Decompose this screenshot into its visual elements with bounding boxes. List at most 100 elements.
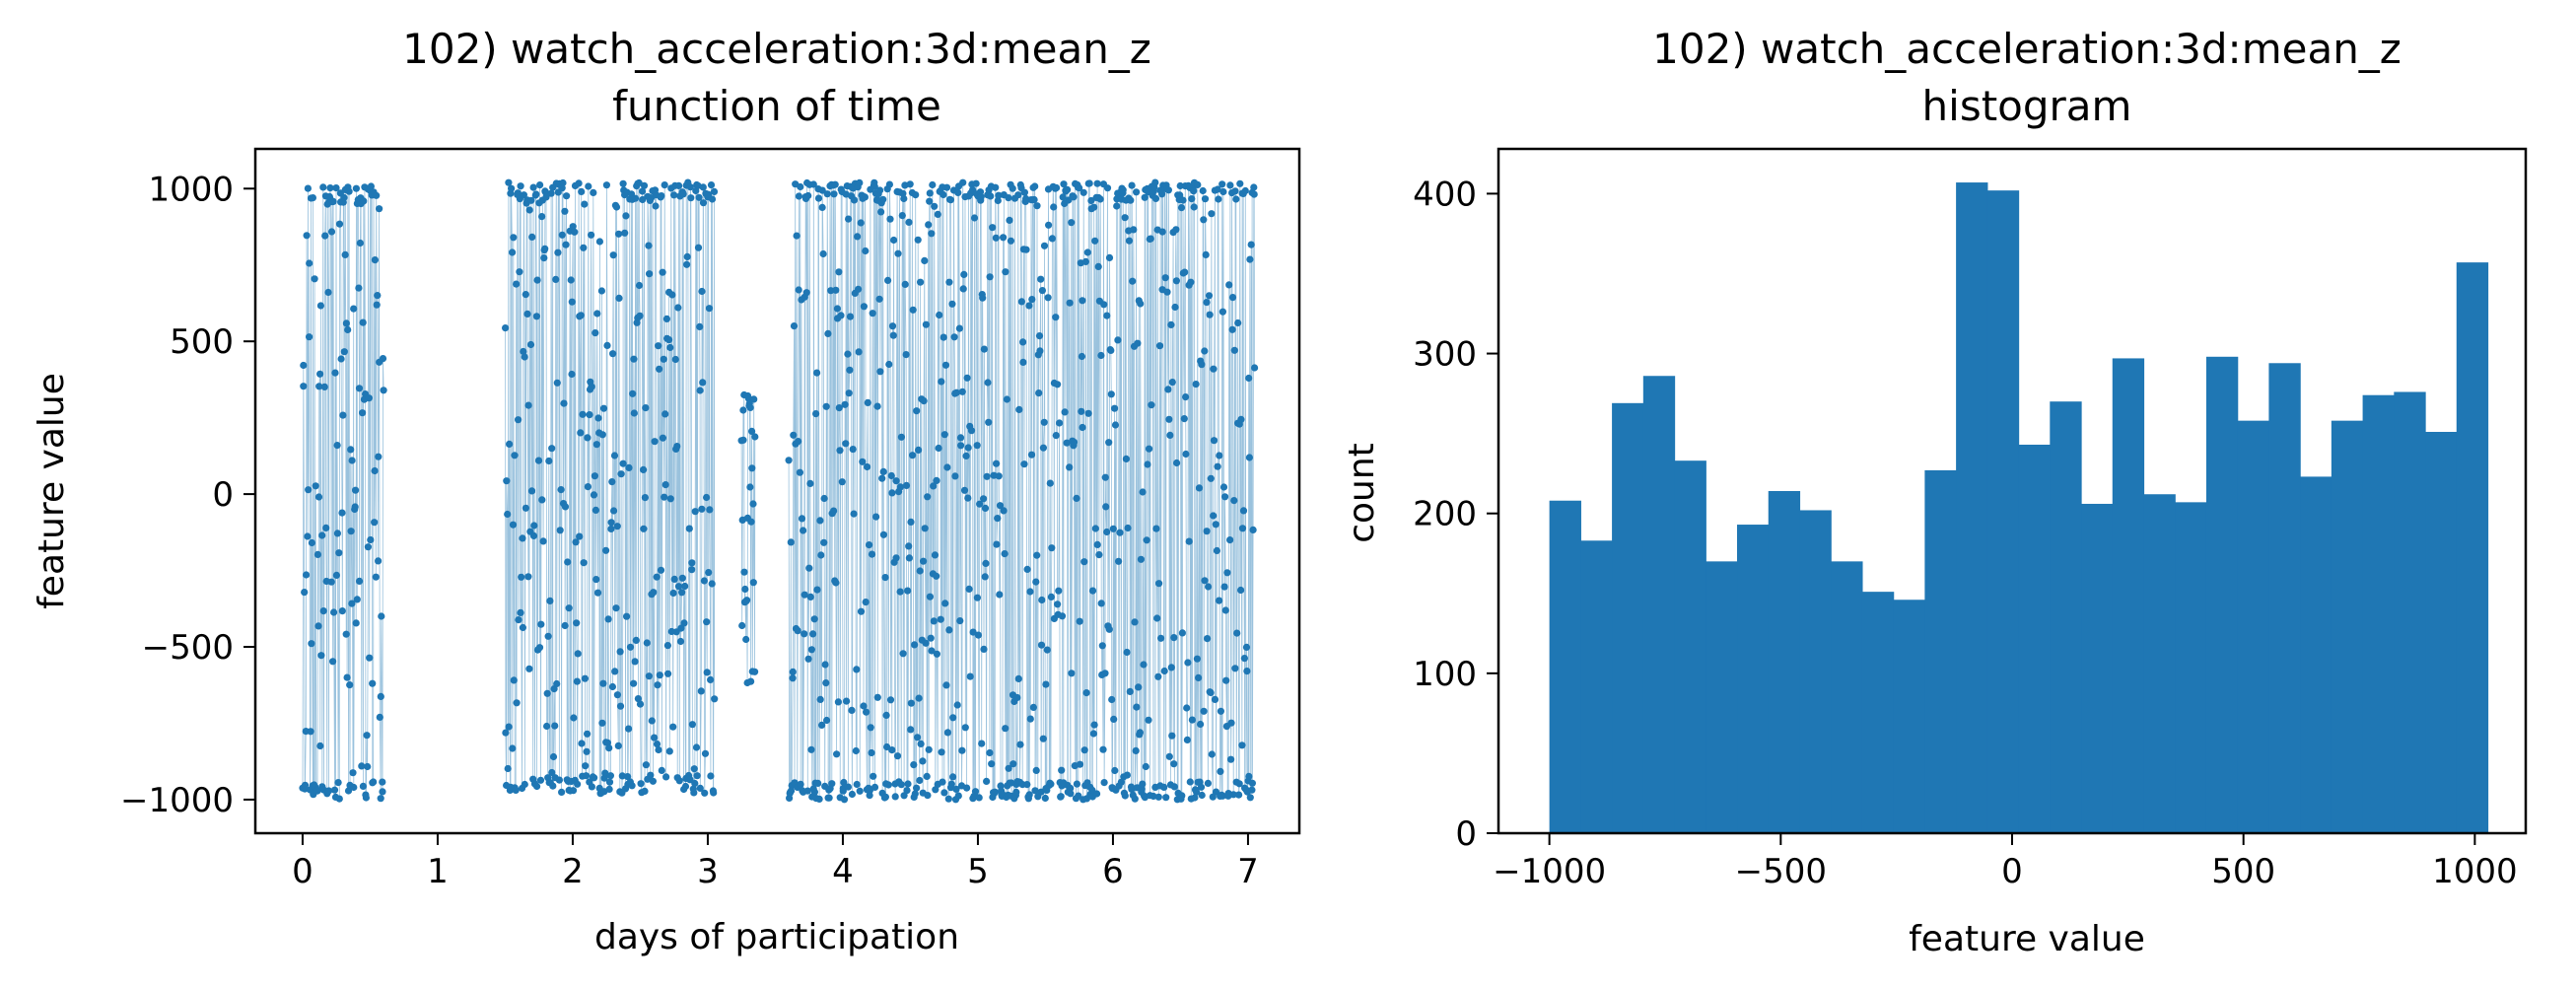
data-point bbox=[567, 276, 575, 284]
data-point bbox=[1057, 793, 1065, 801]
data-point bbox=[592, 506, 600, 515]
data-point bbox=[513, 699, 521, 707]
data-point bbox=[509, 521, 518, 529]
data-point bbox=[835, 404, 843, 412]
data-point bbox=[556, 527, 564, 534]
data-point bbox=[549, 782, 557, 790]
data-point bbox=[1079, 423, 1086, 432]
data-point bbox=[834, 698, 843, 706]
data-point bbox=[605, 785, 613, 794]
data-point bbox=[332, 571, 340, 580]
data-point bbox=[640, 525, 648, 532]
data-point bbox=[618, 772, 626, 780]
histogram-bar bbox=[2112, 358, 2145, 833]
data-point bbox=[797, 780, 804, 789]
x-tick-label: 0 bbox=[2001, 852, 2023, 891]
data-point bbox=[630, 679, 638, 687]
data-point bbox=[1076, 760, 1084, 768]
data-point bbox=[1216, 452, 1223, 459]
data-point bbox=[881, 793, 890, 801]
data-point bbox=[1076, 617, 1083, 625]
data-point bbox=[373, 191, 381, 199]
data-point bbox=[1235, 791, 1243, 799]
data-point bbox=[1103, 312, 1111, 319]
data-point bbox=[857, 219, 865, 227]
data-point bbox=[353, 596, 361, 603]
data-point bbox=[631, 194, 640, 202]
data-point bbox=[352, 184, 360, 192]
histogram-bar bbox=[2175, 502, 2207, 833]
data-point bbox=[1154, 793, 1162, 801]
y-tick-label: −1000 bbox=[120, 781, 234, 820]
data-point bbox=[1201, 347, 1209, 355]
data-point bbox=[1097, 600, 1105, 607]
data-point bbox=[1121, 792, 1129, 800]
histogram-bar bbox=[2300, 476, 2332, 833]
data-point bbox=[905, 554, 914, 562]
data-point bbox=[912, 191, 920, 199]
data-point bbox=[670, 575, 678, 584]
data-point bbox=[1105, 625, 1113, 633]
data-point bbox=[339, 411, 347, 419]
data-point bbox=[327, 578, 335, 586]
data-point bbox=[671, 355, 679, 364]
data-point bbox=[855, 285, 863, 293]
data-point bbox=[504, 764, 512, 773]
data-point bbox=[529, 183, 537, 191]
data-point bbox=[926, 593, 935, 600]
histogram-bar bbox=[1924, 469, 1957, 833]
data-point bbox=[329, 197, 337, 205]
data-point bbox=[892, 477, 900, 485]
data-point bbox=[964, 494, 972, 502]
data-point bbox=[703, 669, 711, 676]
data-point bbox=[944, 795, 952, 803]
data-point bbox=[889, 331, 897, 339]
data-point bbox=[1085, 179, 1093, 187]
data-point bbox=[831, 180, 839, 188]
data-point bbox=[683, 260, 691, 268]
data-point bbox=[1223, 569, 1231, 577]
data-point bbox=[311, 275, 318, 283]
data-point bbox=[1198, 361, 1206, 369]
data-point bbox=[748, 427, 756, 435]
data-point bbox=[1212, 521, 1219, 529]
data-point bbox=[1067, 784, 1075, 793]
data-point bbox=[885, 180, 894, 188]
data-point bbox=[708, 195, 717, 203]
data-point bbox=[518, 573, 525, 581]
data-point bbox=[572, 538, 580, 546]
data-point bbox=[864, 462, 871, 471]
data-point bbox=[1231, 665, 1239, 672]
data-point bbox=[301, 589, 309, 597]
data-point bbox=[1247, 241, 1255, 248]
data-point bbox=[549, 752, 558, 761]
data-point bbox=[879, 467, 887, 475]
data-point bbox=[927, 634, 935, 642]
data-point bbox=[989, 224, 997, 232]
data-point bbox=[703, 493, 711, 502]
x-tick-label: 1000 bbox=[2432, 852, 2518, 891]
data-point bbox=[517, 608, 524, 617]
data-point bbox=[933, 572, 940, 580]
data-point bbox=[1161, 274, 1169, 282]
data-point bbox=[1151, 194, 1160, 202]
data-point bbox=[1117, 778, 1125, 786]
data-point bbox=[1183, 704, 1191, 712]
histogram-bar bbox=[1737, 525, 1770, 833]
data-point bbox=[814, 194, 823, 202]
data-point bbox=[940, 789, 948, 797]
data-point bbox=[611, 668, 619, 675]
data-point bbox=[979, 294, 987, 302]
data-point bbox=[1207, 474, 1215, 482]
data-point bbox=[1164, 186, 1172, 194]
data-point bbox=[1125, 237, 1134, 245]
y-tick-label: 400 bbox=[1413, 175, 1477, 214]
data-point bbox=[948, 300, 956, 308]
data-point bbox=[915, 446, 923, 454]
data-point bbox=[532, 313, 541, 320]
data-point bbox=[922, 639, 930, 647]
data-point bbox=[982, 559, 990, 568]
data-point bbox=[1197, 783, 1206, 791]
data-point bbox=[577, 429, 585, 437]
data-point bbox=[930, 617, 938, 625]
